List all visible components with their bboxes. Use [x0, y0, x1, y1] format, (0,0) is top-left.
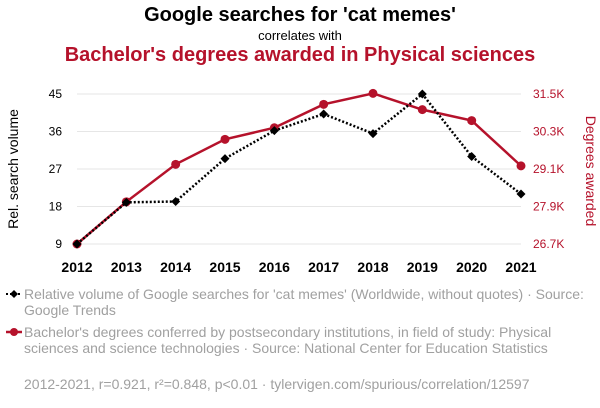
- data-point-degrees: [516, 161, 526, 171]
- chart-title-top: Google searches for 'cat memes': [144, 4, 456, 26]
- data-point-degrees: [220, 134, 230, 144]
- y-tick-right: 27.9K: [533, 200, 564, 214]
- x-tick: 2013: [111, 259, 142, 275]
- legend-series-1: Relative volume of Google searches for '…: [6, 286, 596, 318]
- chart-title-bottom: Bachelor's degrees awarded in Physical s…: [64, 44, 536, 66]
- data-point-degrees: [319, 99, 329, 109]
- legend-marker-circle-icon: [6, 328, 22, 336]
- y-tick-right: 29.1K: [533, 162, 564, 176]
- chart-connector: correlates with: [258, 28, 342, 43]
- y-tick-right: 30.3K: [533, 125, 564, 139]
- data-point-degrees: [368, 88, 378, 98]
- y-tick-left: 18: [49, 200, 63, 214]
- data-point-searches: [269, 126, 279, 136]
- y-axis-label-right: Degrees awarded: [583, 116, 599, 227]
- data-point-searches: [220, 154, 230, 164]
- chart-footer: 2012-2021, r=0.921, r²=0.848, p<0.01 · t…: [24, 376, 530, 392]
- data-point-searches: [171, 197, 181, 206]
- legend-series-2: Bachelor's degrees conferred by postseco…: [6, 324, 596, 356]
- data-point-searches: [467, 152, 477, 161]
- data-point-searches: [72, 239, 82, 249]
- legend-label-series-1: Relative volume of Google searches for '…: [24, 286, 584, 318]
- x-tick: 2018: [357, 259, 388, 275]
- x-tick: 2019: [407, 259, 438, 275]
- y-tick-right: 31.5K: [533, 87, 564, 101]
- data-point-degrees: [417, 105, 427, 115]
- x-tick: 2021: [505, 259, 536, 275]
- y-tick-left: 9: [55, 237, 62, 251]
- x-tick: 2020: [456, 259, 487, 275]
- y-tick-left: 36: [49, 125, 63, 139]
- line-chart: 9 18 27 36 45 26.7K 27.9K 29.1K 30.3K 31.5K 2012 20…: [5, 87, 599, 275]
- y-axis-label-left: Rel. search volume: [5, 109, 21, 229]
- x-tick: 2014: [160, 259, 191, 275]
- data-point-searches: [319, 109, 329, 119]
- y-tick-left: 45: [49, 87, 63, 101]
- legend-label-series-2: Bachelor's degrees conferred by postseco…: [24, 324, 552, 356]
- data-point-searches: [368, 129, 378, 139]
- data-point-searches: [516, 189, 526, 199]
- data-point-degrees: [467, 116, 477, 126]
- series-line-degrees: [76, 92, 522, 245]
- y-tick-left: 27: [49, 162, 63, 176]
- data-point-degrees: [171, 159, 181, 169]
- data-point-searches: [417, 89, 427, 99]
- y-tick-right: 26.7K: [533, 237, 564, 251]
- series-line-searches: [76, 92, 522, 245]
- data-point-searches: [121, 197, 131, 207]
- x-tick: 2017: [308, 259, 339, 275]
- x-tick: 2015: [209, 259, 240, 275]
- legend-marker-diamond-icon: [6, 290, 22, 298]
- x-tick: 2016: [259, 259, 290, 275]
- x-tick: 2012: [61, 259, 92, 275]
